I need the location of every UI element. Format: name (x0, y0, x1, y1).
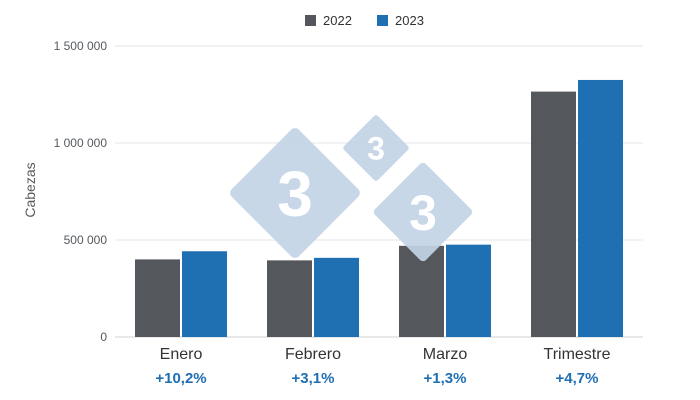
y-tick-label: 1 500 000 (54, 39, 108, 53)
watermark-digit: 3 (409, 185, 437, 241)
watermark-digit: 3 (277, 158, 313, 230)
legend-swatch-2022 (305, 15, 316, 26)
x-tick-label: Febrero (285, 346, 341, 363)
bar-2023-trimestre (578, 79, 623, 337)
x-tick-label: Trimestre (544, 346, 611, 363)
watermark-digit: 3 (367, 131, 385, 167)
y-tick-label: 1 000 000 (54, 136, 108, 150)
x-tick-label: Enero (160, 346, 203, 363)
legend-label-2022: 2022 (323, 13, 352, 28)
x-tick-label: Marzo (423, 346, 468, 363)
bar-2023-enero (182, 251, 227, 337)
bar-2022-febrero (267, 260, 312, 337)
legend-label-2023: 2023 (395, 13, 424, 28)
y-axis-title: Cabezas (22, 162, 38, 217)
watermark-shape (343, 115, 409, 181)
legend-swatch-2023 (377, 15, 388, 26)
y-tick-label: 0 (100, 330, 107, 344)
bar-2023-febrero (314, 257, 359, 337)
watermark-logo: 333 (230, 115, 473, 262)
watermark-diamond-small: 3 (343, 115, 409, 181)
watermark-diamond-medium: 3 (373, 162, 473, 262)
watermark-diamond-large: 3 (230, 128, 360, 258)
change-labels: +10,2% +3,1% +1,3% +4,7% (155, 370, 598, 387)
change-label: +3,1% (292, 370, 335, 387)
bar-2023-marzo (446, 244, 491, 337)
y-tick-label: 500 000 (64, 233, 108, 247)
bar-2022-enero (135, 259, 180, 337)
change-label: +4,7% (556, 370, 599, 387)
legend: 2022 2023 (305, 13, 424, 28)
x-axis-labels: Enero Febrero Marzo Trimestre (160, 346, 611, 363)
watermark-shape (230, 128, 360, 258)
bars (135, 79, 623, 337)
change-label: +10,2% (155, 370, 206, 387)
watermark-shape (373, 162, 473, 262)
bar-2022-marzo (399, 245, 444, 337)
change-label: +1,3% (424, 370, 467, 387)
y-axis-ticks: 0 500 000 1 000 000 1 500 000 (54, 39, 108, 344)
bar-2022-trimestre (531, 91, 576, 337)
